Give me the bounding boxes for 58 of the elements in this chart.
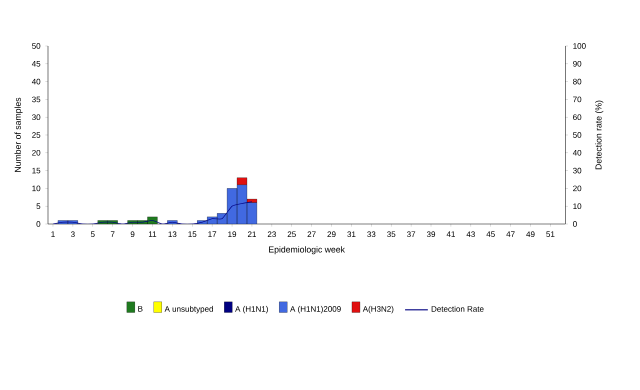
y-axis-title: Number of samples xyxy=(14,98,23,172)
x-tick-label: 37 xyxy=(406,231,416,238)
y2-tick-label: 30 xyxy=(573,168,582,174)
x-tick-label: 31 xyxy=(347,231,356,238)
x-tick-label: 39 xyxy=(426,231,436,238)
y-tick-label: 25 xyxy=(32,132,40,138)
y2-tick-label: 50 xyxy=(573,132,582,138)
x-tick-label: 27 xyxy=(308,231,316,237)
y2-axis-title: Detection rate (%) xyxy=(595,100,604,170)
x-axis-title: Epidemiologic week xyxy=(269,246,345,254)
y2-tick-label: 10 xyxy=(573,203,582,210)
x-tick-label: 49 xyxy=(526,231,535,238)
legend-label: A (H1N1)2009 xyxy=(290,306,341,314)
x-tick-label: 11 xyxy=(148,231,156,237)
x-tick-label: 17 xyxy=(208,231,216,237)
x-tick-label: 15 xyxy=(188,231,196,237)
y-tick-label: 10 xyxy=(32,186,40,192)
y2-tick-label: 80 xyxy=(573,78,582,84)
legend-label: Detection Rate xyxy=(432,306,484,312)
y-tick-label: 0 xyxy=(36,221,40,227)
y-tick-label: 20 xyxy=(32,150,40,156)
x-tick-label: 43 xyxy=(466,231,475,238)
legend-label: A unsubtyped xyxy=(164,306,213,314)
y2-tick-label: 20 xyxy=(573,186,582,192)
x-tick-label: 33 xyxy=(367,231,376,238)
y-tick-label: 30 xyxy=(32,114,40,120)
y-tick-label: 15 xyxy=(32,168,40,174)
y-tick-label: 45 xyxy=(32,61,40,67)
legend-label: B xyxy=(138,306,143,312)
x-tick-label: 45 xyxy=(486,231,495,237)
legend-label: A (H1N1) xyxy=(235,306,268,314)
x-tick-label: 35 xyxy=(387,231,396,238)
y2-tick-label: 100 xyxy=(573,43,586,49)
y2-tick-label: 90 xyxy=(573,60,582,67)
x-tick-label: 5 xyxy=(90,231,95,237)
y-tick-label: 35 xyxy=(32,96,40,102)
x-tick-label: 9 xyxy=(130,231,134,238)
y2-tick-label: 40 xyxy=(572,150,582,156)
y-tick-label: 40 xyxy=(32,78,40,84)
y2-tick-label: 0 xyxy=(573,221,577,227)
x-tick-label: 3 xyxy=(70,231,75,238)
x-tick-label: 47 xyxy=(506,231,515,237)
x-tick-label: 19 xyxy=(228,231,236,238)
line-series xyxy=(52,201,252,224)
y-tick-label: 50 xyxy=(32,43,40,49)
y2-tick-label: 70 xyxy=(573,96,582,102)
y2-tick-label: 60 xyxy=(573,114,582,120)
legend-label: A(H3N2) xyxy=(362,306,394,314)
x-tick-label: 23 xyxy=(268,231,276,238)
x-tick-label: 41 xyxy=(446,231,455,237)
x-tick-label: 51 xyxy=(546,231,554,237)
x-tick-label: 7 xyxy=(110,231,114,237)
x-tick-label: 1 xyxy=(51,231,55,237)
y-tick-label: 5 xyxy=(36,203,40,209)
x-tick-label: 21 xyxy=(248,231,256,237)
x-tick-label: 25 xyxy=(288,231,296,238)
x-tick-label: 29 xyxy=(327,231,336,238)
x-tick-label: 13 xyxy=(168,231,176,238)
